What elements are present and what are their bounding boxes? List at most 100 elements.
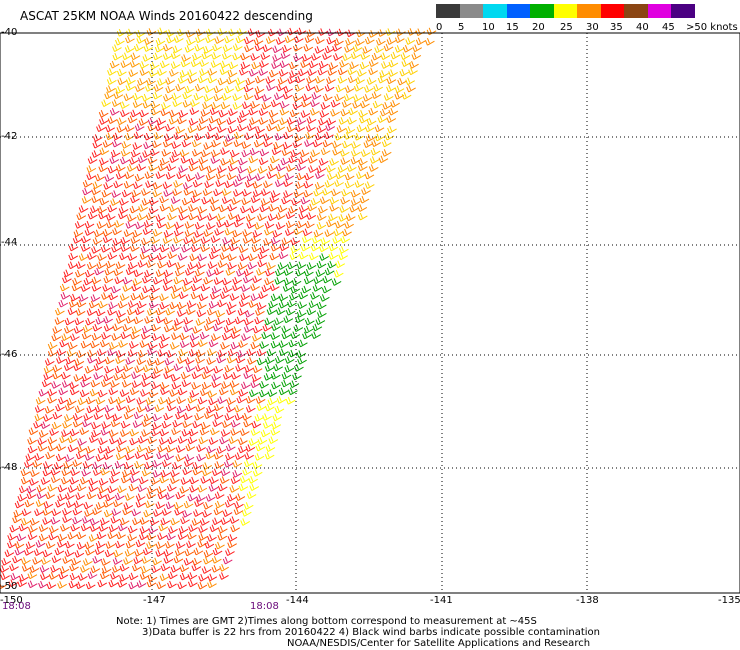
wind-barb	[183, 132, 193, 141]
wind-barb	[82, 461, 93, 469]
wind-barb	[112, 557, 123, 565]
wind-barb	[257, 251, 268, 260]
wind-barb	[141, 429, 151, 437]
wind-barb	[76, 444, 87, 453]
wind-barb	[91, 150, 102, 158]
wind-barb	[265, 268, 275, 277]
wind-barb	[217, 299, 227, 308]
wind-barb	[131, 563, 142, 572]
wind-barb	[220, 157, 230, 166]
wind-barb	[133, 316, 144, 325]
wind-barb	[211, 333, 221, 342]
wind-barb	[311, 236, 322, 244]
wind-barb	[174, 508, 184, 516]
wind-barb	[170, 374, 181, 382]
wind-barb	[181, 244, 191, 253]
wind-barb	[29, 478, 39, 486]
wind-barb	[62, 420, 72, 429]
wind-barb	[227, 203, 237, 212]
wind-barb	[236, 395, 247, 404]
wind-barb	[184, 229, 195, 237]
wind-barb	[163, 371, 173, 380]
wind-barb	[274, 405, 285, 414]
wind-barb	[200, 149, 211, 158]
wind-barb	[233, 139, 244, 148]
wind-barb	[390, 100, 400, 108]
wind-barb	[107, 307, 117, 316]
wind-barb	[292, 93, 303, 102]
wind-barb	[77, 397, 88, 406]
wind-barb	[64, 492, 75, 500]
wind-barb	[173, 318, 184, 326]
wind-barb	[97, 445, 108, 454]
wind-barb	[249, 205, 260, 214]
wind-barb	[103, 373, 114, 382]
wind-barb	[316, 213, 327, 221]
wind-barb	[297, 356, 307, 365]
wind-barb	[237, 165, 248, 174]
wind-barb	[120, 236, 131, 245]
wind-barb	[176, 396, 186, 405]
wind-barb	[70, 293, 80, 302]
wind-barb	[193, 547, 204, 556]
wind-barb	[179, 340, 190, 348]
wind-barb	[259, 204, 270, 213]
wind-barb	[175, 541, 186, 549]
wind-barb	[69, 476, 79, 485]
wind-barb	[162, 181, 173, 190]
wind-barb	[204, 180, 214, 189]
wind-barb	[270, 243, 281, 252]
wind-barb	[409, 61, 419, 69]
wind-barb	[173, 228, 184, 237]
wind-barb	[342, 228, 352, 237]
wind-barb	[234, 452, 245, 461]
wind-barb	[60, 291, 71, 300]
wind-barb	[69, 563, 79, 572]
wind-barb	[232, 93, 242, 102]
wind-barb	[369, 156, 380, 164]
wind-barb	[115, 172, 126, 180]
wind-barb	[189, 333, 200, 341]
wind-barb	[172, 99, 183, 108]
wind-barb	[119, 252, 129, 261]
wind-barb	[168, 204, 179, 213]
wind-barb	[142, 150, 152, 158]
wind-barb	[312, 323, 323, 332]
wind-barb	[331, 188, 341, 197]
wind-barb	[241, 509, 252, 517]
note-line-3: NOAA/NESDIS/Center for Satellite Applica…	[287, 638, 591, 649]
wind-barb	[102, 235, 113, 244]
wind-barb	[119, 517, 130, 526]
wind-barb	[194, 83, 205, 92]
wind-barb	[304, 35, 315, 44]
wind-barb	[183, 324, 193, 333]
wind-barb	[76, 531, 87, 540]
wind-barb	[333, 53, 343, 61]
wind-barb	[165, 171, 176, 180]
wind-barb	[132, 229, 143, 238]
wind-barb	[295, 268, 306, 277]
wind-barb	[382, 102, 393, 110]
wind-barb	[40, 477, 51, 485]
wind-barb	[121, 189, 132, 198]
wind-barb	[300, 110, 311, 118]
wind-barb	[205, 316, 216, 325]
wind-barb	[119, 429, 130, 437]
wind-barb	[353, 133, 364, 141]
wind-barb	[306, 124, 316, 132]
wind-barb	[221, 51, 232, 60]
wind-barb	[237, 308, 248, 316]
wind-barb	[224, 227, 235, 236]
wind-barb	[198, 525, 208, 534]
wind-barb	[119, 563, 130, 572]
wind-barb	[217, 525, 228, 534]
wind-barb	[344, 85, 355, 93]
wind-barb	[157, 27, 168, 36]
wind-barb	[257, 213, 267, 222]
wind-barb	[269, 116, 279, 125]
wind-barb	[345, 38, 355, 46]
wind-barb	[87, 211, 98, 220]
wind-barb	[179, 564, 190, 573]
wind-barb	[221, 93, 232, 101]
wind-barb	[296, 27, 307, 36]
